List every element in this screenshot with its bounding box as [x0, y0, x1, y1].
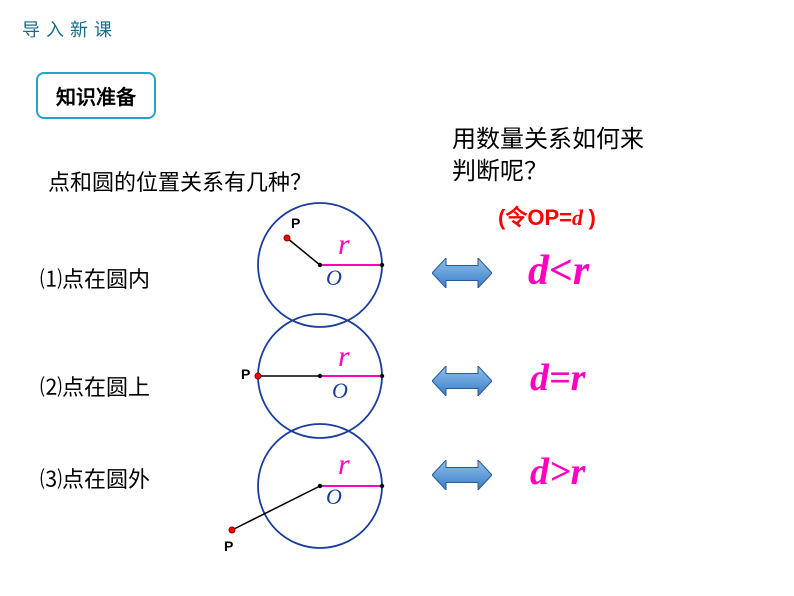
op-note: (令OP=d ) [498, 200, 596, 232]
main-question: 点和圆的位置关系有几种？ [48, 165, 312, 197]
p-label-3: P [224, 538, 233, 554]
circle-group-3 [229, 424, 384, 548]
r-label-2: r [338, 340, 350, 374]
p-label-1: P [291, 215, 300, 231]
right-question: 用数量关系如何来 判断呢？ [452, 124, 644, 189]
circle-group-1 [258, 203, 384, 327]
relation-1: d<r [528, 247, 589, 295]
row-3-label: ⑶点在圆外 [40, 462, 150, 494]
circle-3 [258, 424, 382, 548]
note-paren-close: ) [588, 205, 595, 230]
circle-2 [258, 314, 382, 438]
arrow-2 [432, 366, 492, 396]
note-let: 令 [505, 205, 527, 230]
circle-group-2 [255, 314, 384, 438]
dot-p-2 [255, 373, 261, 379]
arrow-1 [432, 258, 492, 288]
relation-2: d=r [530, 356, 585, 400]
knowledge-prep-box: 知识准备 [36, 72, 156, 119]
p-label-2: P [241, 366, 250, 382]
dot-p-1 [284, 235, 290, 241]
row-1-label: ⑴点在圆内 [40, 262, 150, 294]
dot-p-3 [229, 527, 235, 533]
o-label-1: O [326, 265, 342, 291]
note-d: d [572, 205, 589, 230]
r-label-1: r [338, 228, 350, 262]
page-header: 导入新课 [22, 16, 118, 42]
dot-edge-1 [380, 263, 384, 267]
p-line-1 [287, 238, 320, 265]
right-question-line1: 用数量关系如何来 [452, 126, 644, 153]
row-2-label: ⑵点在圆上 [40, 370, 150, 402]
right-question-line2: 判断呢？ [452, 158, 548, 185]
dot-o-1 [318, 263, 322, 267]
r-label-3: r [338, 448, 350, 482]
o-label-3: O [326, 484, 342, 510]
p-line-3 [232, 486, 320, 530]
dot-edge-3 [380, 484, 384, 488]
circle-1 [258, 203, 382, 327]
arrow-3 [432, 460, 492, 490]
note-op: OP= [527, 205, 572, 230]
dot-o-3 [318, 484, 322, 488]
o-label-2: O [332, 378, 348, 404]
dot-edge-2 [380, 374, 384, 378]
dot-o-2 [318, 374, 322, 378]
relation-3: d>r [530, 450, 585, 494]
